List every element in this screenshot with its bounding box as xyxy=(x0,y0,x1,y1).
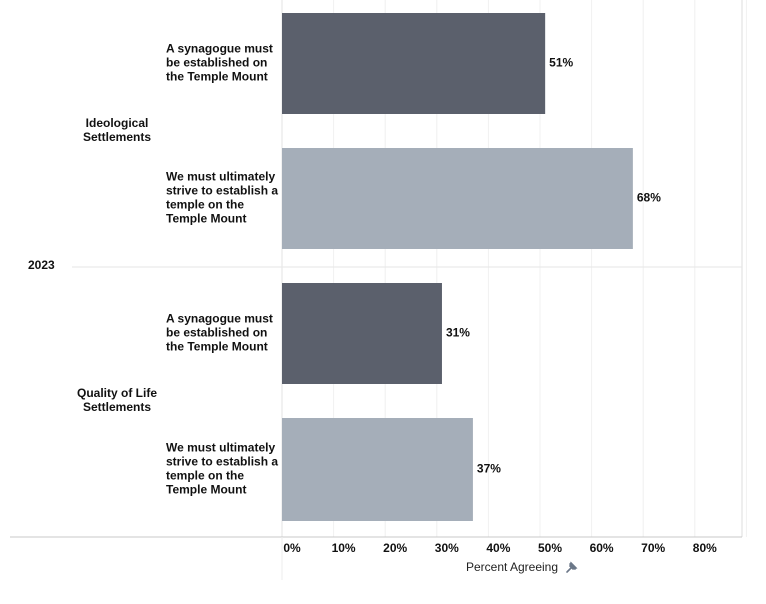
bar-category-label: A synagogue must be established on the Tem… xyxy=(166,312,273,354)
x-tick-label: 0% xyxy=(283,541,301,555)
x-tick-label: 70% xyxy=(641,541,665,555)
value-label: 68% xyxy=(637,191,661,205)
bar xyxy=(282,283,442,384)
group-label: Quality of Life Settlements xyxy=(77,386,157,414)
value-label: 51% xyxy=(549,56,573,70)
pin-icon xyxy=(566,561,578,573)
x-axis-title: Percent Agreeing xyxy=(466,560,558,574)
x-tick-label: 10% xyxy=(332,541,356,555)
x-tick-label: 40% xyxy=(486,541,510,555)
bar xyxy=(282,418,473,521)
x-tick-label: 50% xyxy=(538,541,562,555)
x-tick-label: 60% xyxy=(590,541,614,555)
bar xyxy=(282,13,546,114)
x-tick-label: 20% xyxy=(383,541,407,555)
group-label: Ideological Settlements xyxy=(83,116,151,144)
bar xyxy=(282,148,633,249)
x-tick-label: 30% xyxy=(435,541,459,555)
value-label: 37% xyxy=(477,462,501,476)
bar-category-label: A synagogue must be established on the Tem… xyxy=(166,42,273,84)
x-tick-label: 80% xyxy=(693,541,717,555)
year-label: 2023 xyxy=(28,258,55,272)
value-label: 31% xyxy=(446,326,470,340)
